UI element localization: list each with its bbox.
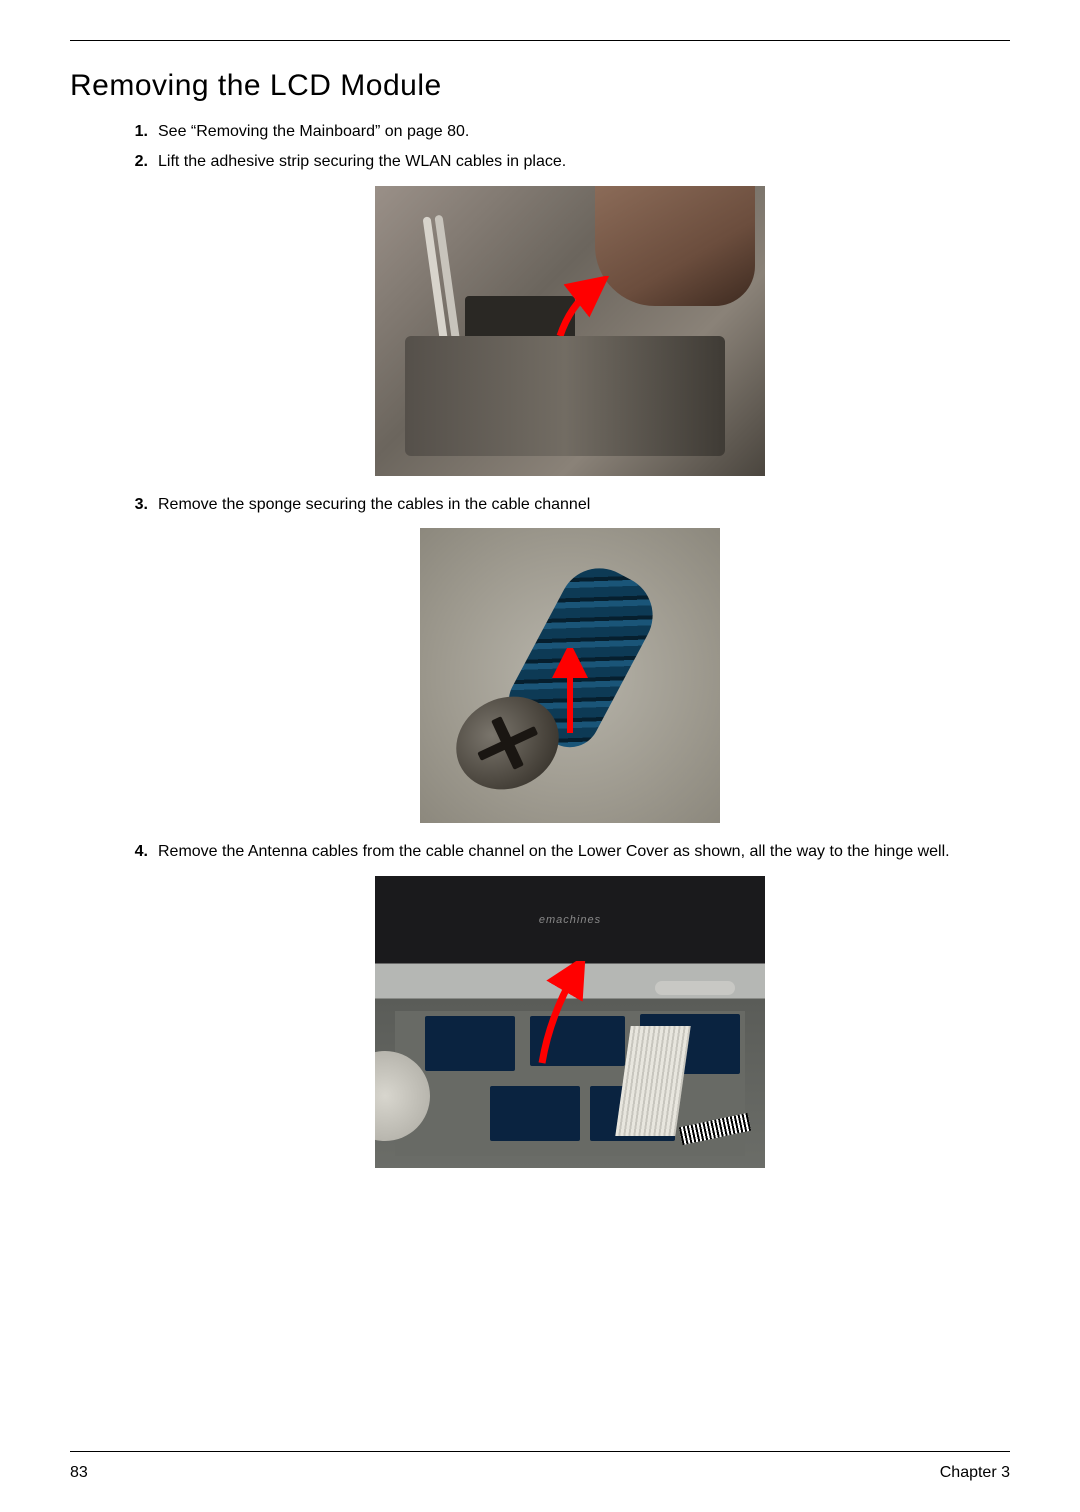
step-number: 4.: [130, 841, 158, 863]
button-bar-graphic: [655, 981, 735, 995]
pcb-graphic: [490, 1086, 580, 1141]
bottom-rule: [70, 1451, 1010, 1452]
component-graphic: [465, 296, 575, 376]
step-4: 4. Remove the Antenna cables from the ca…: [130, 841, 1010, 863]
figure-3-image: emachines: [375, 876, 765, 1168]
page-number: 83: [70, 1464, 88, 1482]
step-number: 1.: [130, 121, 158, 143]
figure-3: emachines: [130, 876, 1010, 1168]
step-number: 2.: [130, 151, 158, 173]
chapter-label: Chapter 3: [940, 1464, 1010, 1482]
step-3: 3. Remove the sponge securing the cables…: [130, 494, 1010, 516]
step-text: Remove the Antenna cables from the cable…: [158, 841, 1010, 863]
page: Removing the LCD Module 1. See “Removing…: [0, 0, 1080, 1512]
steps-list: 1. See “Removing the Mainboard” on page …: [70, 121, 1010, 1168]
figure-1-image: [375, 186, 765, 476]
step-text: Lift the adhesive strip securing the WLA…: [158, 151, 1010, 173]
page-footer: 83 Chapter 3: [70, 1464, 1010, 1482]
step-number: 3.: [130, 494, 158, 516]
pcb-graphic: [425, 1016, 515, 1071]
top-rule: [70, 40, 1010, 41]
step-text: See “Removing the Mainboard” on page 80.: [158, 121, 1010, 143]
figure-2: [130, 528, 1010, 823]
step-text: Remove the sponge securing the cables in…: [158, 494, 1010, 516]
pcb-graphic: [530, 1016, 625, 1066]
brand-label: emachines: [375, 914, 765, 926]
section-title: Removing the LCD Module: [70, 69, 1010, 103]
step-1: 1. See “Removing the Mainboard” on page …: [130, 121, 1010, 143]
figure-2-image: [420, 528, 720, 823]
figure-1: [130, 186, 1010, 476]
step-2: 2. Lift the adhesive strip securing the …: [130, 151, 1010, 173]
cable-graphic: [423, 216, 456, 395]
